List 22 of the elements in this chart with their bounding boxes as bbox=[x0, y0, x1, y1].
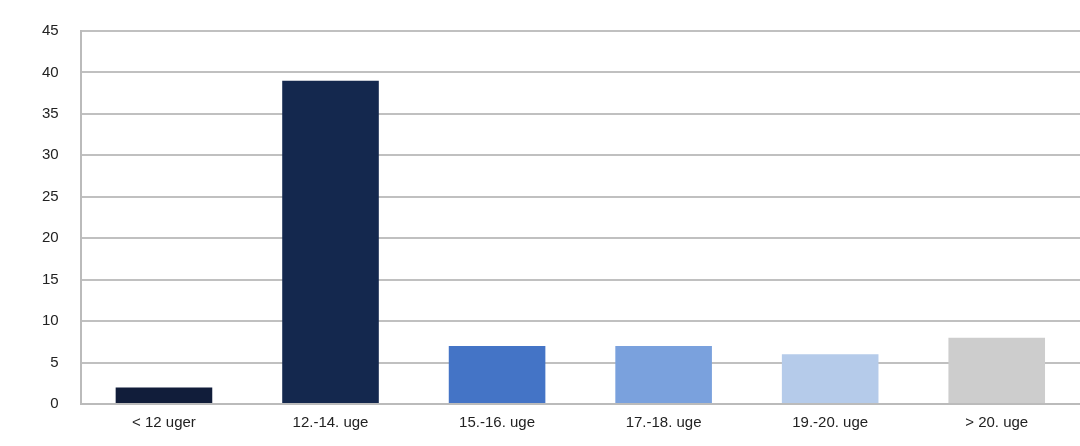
y-tick-label: 35 bbox=[42, 104, 59, 122]
x-tick-label: 19.-20. uge bbox=[792, 413, 869, 431]
x-tick-label: 15.-16. uge bbox=[459, 413, 536, 431]
x-tick-label: < 12 uger bbox=[132, 413, 196, 431]
bar bbox=[781, 354, 879, 403]
y-tick-label: 45 bbox=[42, 21, 59, 39]
bar bbox=[948, 337, 1046, 403]
bar bbox=[615, 345, 712, 403]
bar bbox=[282, 80, 379, 403]
y-tick-label: 20 bbox=[42, 228, 59, 246]
x-tick-label: 17.-18. uge bbox=[625, 413, 702, 431]
y-tick-label: 10 bbox=[42, 311, 59, 329]
y-tick-label: 40 bbox=[42, 62, 59, 80]
y-tick-label: 30 bbox=[42, 145, 59, 163]
y-tick-label: 15 bbox=[42, 269, 59, 287]
bar bbox=[115, 387, 213, 403]
x-tick-label: > 20. uge bbox=[965, 413, 1029, 431]
x-tick-label: 12.-14. uge bbox=[292, 413, 369, 431]
y-tick-label: 5 bbox=[50, 352, 59, 370]
y-tick-label: 25 bbox=[42, 186, 59, 204]
y-tick-label: 0 bbox=[50, 394, 59, 412]
bar bbox=[448, 345, 546, 403]
